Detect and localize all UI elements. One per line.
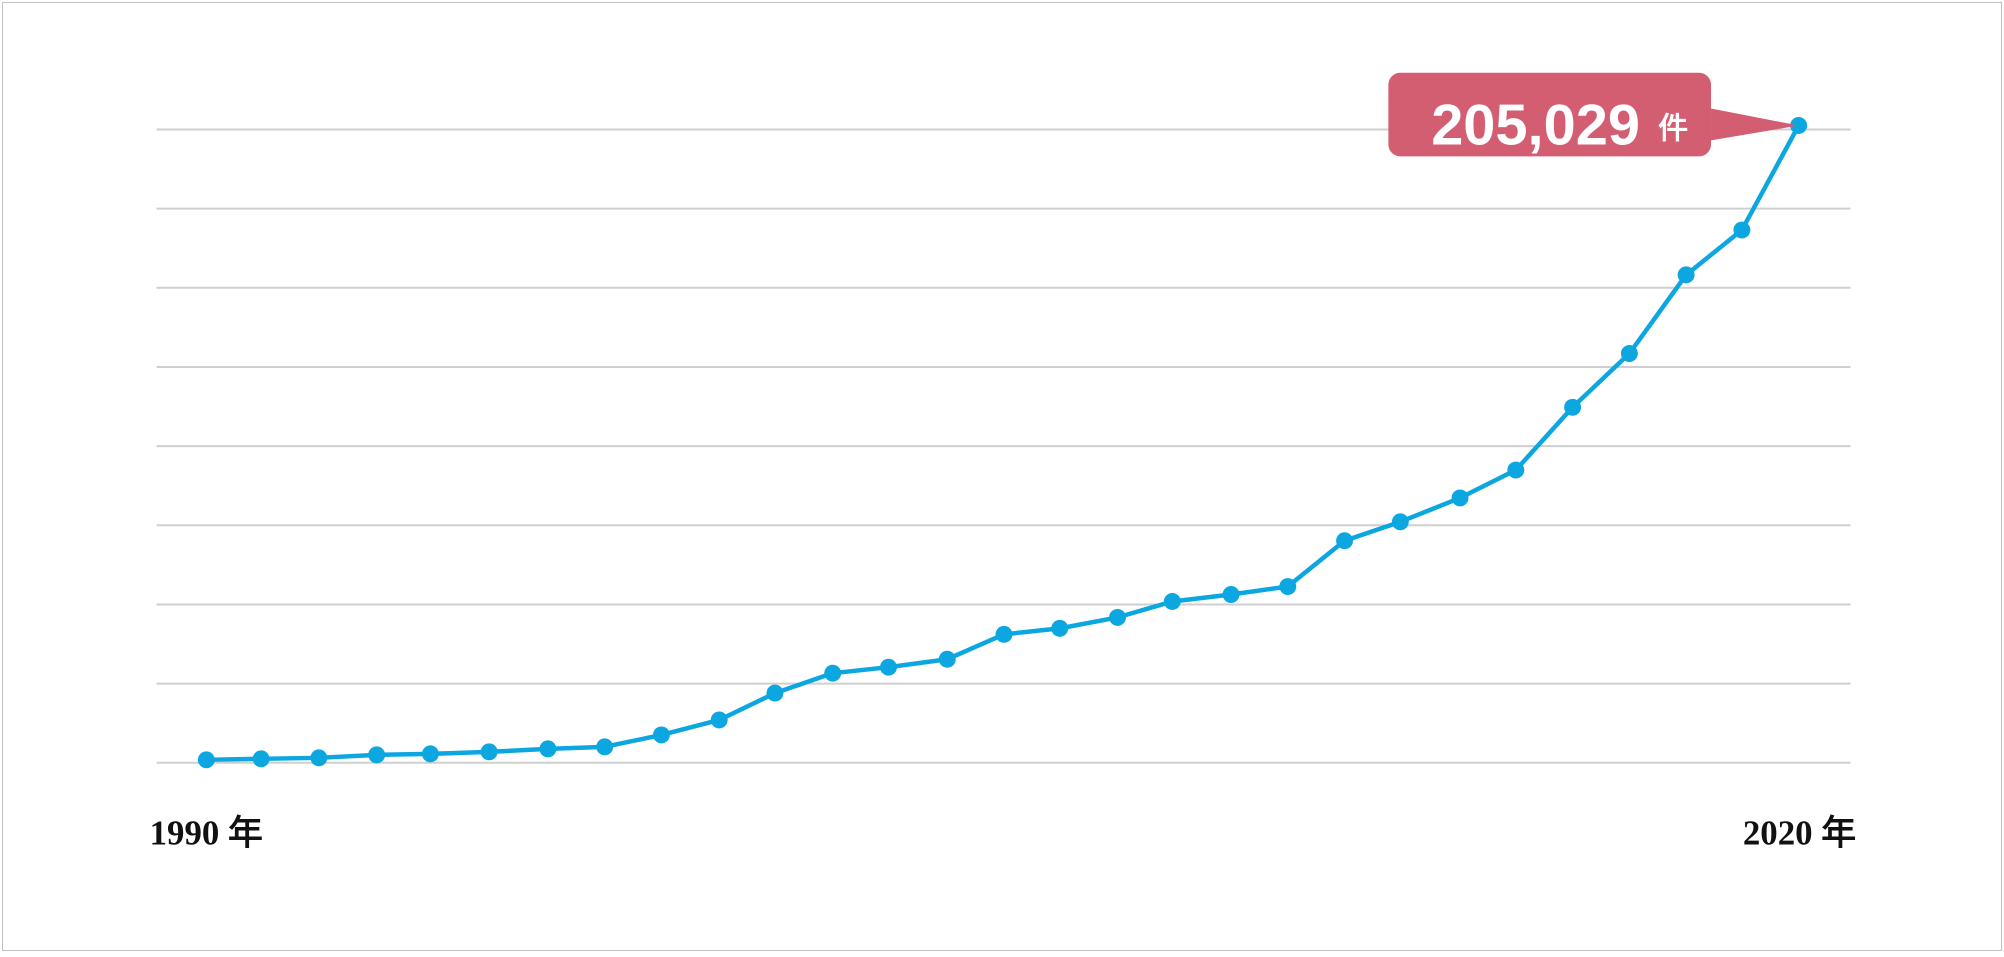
svg-text:件: 件 bbox=[1658, 112, 1688, 145]
svg-text:1990 年: 1990 年 bbox=[150, 813, 263, 852]
svg-text:205,029: 205,029 bbox=[1431, 93, 1640, 157]
svg-text:2020 年: 2020 年 bbox=[1743, 813, 1856, 852]
